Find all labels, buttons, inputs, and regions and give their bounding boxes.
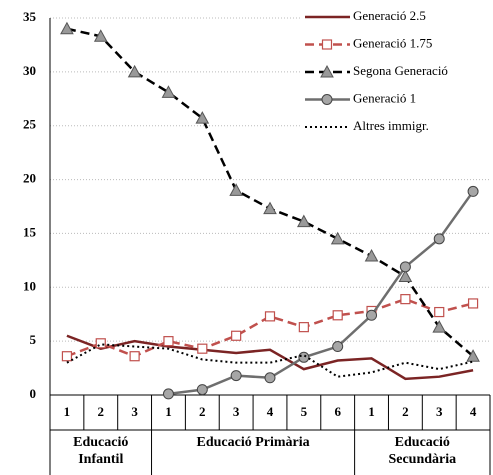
data-point — [398, 269, 413, 283]
y-tick-label: 25 — [23, 117, 37, 132]
data-point — [298, 322, 309, 333]
x-tick-label: 6 — [334, 404, 341, 419]
x-tick-label: 2 — [199, 404, 206, 419]
legend-label: Generació 1.75 — [353, 35, 432, 50]
data-point — [163, 336, 174, 347]
group-label: Educació Infantil — [73, 435, 129, 467]
legend-marker — [321, 39, 333, 50]
group-label: Educació Primària — [196, 435, 310, 450]
data-point — [197, 343, 208, 354]
x-tick-label: 3 — [436, 404, 443, 419]
y-tick-label: 5 — [30, 332, 37, 347]
data-point — [60, 21, 74, 35]
y-tick-label: 15 — [23, 224, 37, 239]
series-line — [66, 334, 474, 381]
data-point — [162, 388, 174, 400]
data-point — [161, 85, 176, 98]
data-point — [264, 311, 276, 322]
data-point — [127, 64, 142, 78]
legend-label: Altres immigr. — [353, 118, 429, 133]
data-point — [330, 231, 345, 245]
legend-label: Generació 2.5 — [353, 8, 426, 23]
data-point — [230, 370, 242, 382]
data-point — [229, 183, 243, 196]
x-tick-label: 1 — [165, 404, 172, 419]
x-tick-label: 4 — [267, 404, 274, 419]
data-point — [95, 338, 106, 349]
x-tick-label: 4 — [470, 404, 477, 419]
series-line — [66, 297, 474, 358]
data-point — [61, 351, 73, 362]
data-point — [196, 384, 208, 396]
legend-label: Segona Generació — [353, 63, 448, 78]
data-point — [433, 233, 445, 245]
legend-marker — [321, 94, 333, 105]
data-point — [466, 349, 480, 362]
y-tick-label: 35 — [23, 9, 37, 24]
x-tick-label: 1 — [368, 404, 375, 419]
data-point — [432, 320, 447, 333]
group-label: Educació Secundària — [388, 435, 457, 467]
x-tick-label: 2 — [98, 404, 105, 419]
data-point — [332, 310, 343, 321]
data-point — [400, 294, 411, 305]
x-tick-label: 2 — [402, 404, 409, 419]
data-point — [467, 185, 479, 197]
y-tick-label: 0 — [30, 386, 37, 401]
x-tick-label: 3 — [233, 404, 240, 419]
data-point — [399, 261, 411, 273]
legend-label: Generació 1 — [353, 90, 416, 105]
data-point — [263, 201, 277, 215]
data-point — [129, 351, 140, 362]
legend-marker — [320, 64, 334, 78]
data-point — [231, 330, 242, 341]
data-point — [364, 249, 379, 262]
data-point — [298, 351, 310, 363]
data-point — [366, 309, 378, 321]
series-line — [168, 190, 475, 396]
x-tick-label: 5 — [301, 404, 308, 419]
data-point — [434, 306, 445, 318]
data-point — [297, 214, 311, 228]
data-point — [264, 372, 276, 384]
data-point — [332, 341, 344, 353]
data-point — [93, 29, 108, 42]
y-tick-label: 30 — [23, 63, 36, 78]
y-tick-label: 10 — [23, 278, 36, 293]
x-tick-label: 1 — [64, 404, 71, 419]
data-point — [195, 111, 210, 124]
x-tick-label: 3 — [131, 404, 138, 419]
data-point — [467, 298, 479, 309]
y-tick-label: 20 — [23, 171, 36, 186]
legend-background — [300, 4, 493, 142]
